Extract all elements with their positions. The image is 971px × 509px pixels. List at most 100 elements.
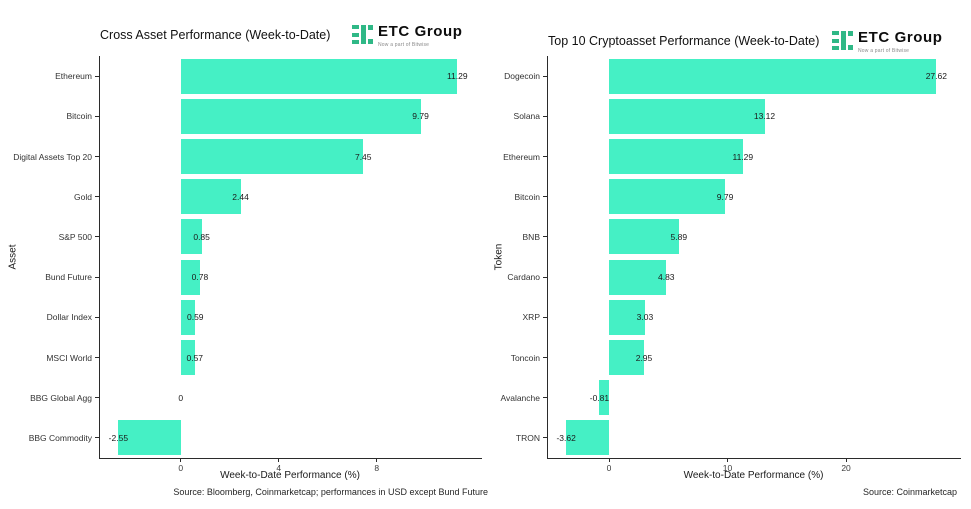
etc-group-logo-icon xyxy=(832,30,853,51)
plot-panel: 27.62 Dogecoin 13.12 Solana 11.29 Ethereum 9.7… xyxy=(500,56,961,473)
y-axis-tick xyxy=(543,156,547,157)
etc-group-logo-icon xyxy=(352,24,373,45)
category-label: MSCI World xyxy=(46,352,92,363)
bar xyxy=(566,420,610,456)
bar xyxy=(180,299,196,335)
x-axis-tick-label: 0 xyxy=(178,463,184,473)
x-axis-tick-label: 4 xyxy=(276,463,282,473)
category-label: TRON xyxy=(515,432,540,443)
value-label: 0.57 xyxy=(186,352,204,363)
logo-wordmark: ETC Group xyxy=(858,29,943,46)
bar xyxy=(609,139,743,174)
category-label: Cardano xyxy=(507,272,540,283)
x-axis-tick xyxy=(845,458,847,462)
bar xyxy=(180,58,458,94)
value-label: 0.59 xyxy=(186,312,204,323)
y-axis-tick xyxy=(95,437,99,439)
bar xyxy=(609,98,765,134)
y-axis-tick xyxy=(95,276,99,278)
etc-group-logo: ETC Group Now a part of Bitwise xyxy=(832,29,943,54)
y-axis-tick xyxy=(543,196,547,198)
y-axis-title: Token xyxy=(493,243,505,271)
y-axis-tick xyxy=(543,357,547,358)
logo-wordmark: ETC Group xyxy=(378,23,463,40)
value-label: 5.89 xyxy=(670,231,688,242)
etc-group-logo: ETC Group Now a part of Bitwise xyxy=(352,23,463,48)
category-label: Bitcoin xyxy=(66,111,92,122)
value-label: 9.79 xyxy=(412,111,429,122)
y-axis-tick xyxy=(95,236,99,238)
y-axis-tick xyxy=(95,75,99,77)
bar xyxy=(599,380,610,416)
bar xyxy=(609,259,667,295)
category-label: Ethereum xyxy=(503,151,540,162)
category-label: Gold xyxy=(74,191,92,202)
y-axis-tick xyxy=(95,156,99,157)
category-label: XRP xyxy=(522,312,540,323)
bar xyxy=(180,179,241,215)
bar xyxy=(180,219,202,255)
category-label: Toncoin xyxy=(510,352,540,363)
x-axis-title: Week-to-Date Performance (%) xyxy=(683,470,824,481)
bar xyxy=(609,58,937,94)
category-label: Ethereum xyxy=(55,71,92,82)
category-label: Avalanche xyxy=(500,392,540,403)
x-axis-tick-label: 0 xyxy=(606,463,612,473)
value-label: -2.55 xyxy=(108,432,129,443)
category-label: Bund Future xyxy=(45,272,92,283)
value-label: 4.83 xyxy=(657,272,675,283)
bar xyxy=(609,340,644,375)
source-note: Source: Coinmarketcap xyxy=(862,487,957,497)
chart-title: Top 10 Cryptoasset Performance (Week-to-… xyxy=(548,34,820,48)
value-label: -0.81 xyxy=(589,392,610,403)
category-label: BBG Commodity xyxy=(28,432,92,443)
category-label: BBG Global Agg xyxy=(30,392,92,403)
y-axis-tick xyxy=(543,75,547,77)
y-axis-tick xyxy=(95,357,99,358)
cross-asset-performance-chart: Cross Asset Performance (Week-to-Date) E… xyxy=(7,23,489,497)
y-axis-tick xyxy=(543,276,547,278)
bar xyxy=(609,179,726,215)
logo-tagline: Now a part of Bitwise xyxy=(858,47,910,54)
y-axis-tick xyxy=(95,115,99,117)
logo-tagline: Now a part of Bitwise xyxy=(378,41,430,48)
value-label: 0 xyxy=(178,392,184,403)
value-label: 11.29 xyxy=(732,151,754,162)
x-axis-tick-label: 8 xyxy=(374,463,380,473)
bar xyxy=(609,299,645,335)
y-axis-tick xyxy=(543,397,547,399)
bar xyxy=(180,98,421,134)
y-axis-tick xyxy=(543,437,547,439)
value-label: 27.62 xyxy=(925,71,947,82)
bar xyxy=(118,420,181,456)
value-label: 9.79 xyxy=(716,191,734,202)
value-label: 11.29 xyxy=(446,71,468,82)
category-label: Digital Assets Top 20 xyxy=(13,151,92,162)
y-axis-tick xyxy=(543,115,547,117)
value-label: 13.12 xyxy=(753,111,776,122)
y-axis-tick xyxy=(95,397,99,399)
x-axis-tick xyxy=(608,458,610,462)
x-axis-tick xyxy=(727,458,729,462)
y-axis-tick xyxy=(543,316,547,318)
plot-panel: 11.29 Ethereum 9.79 Bitcoin 7.45 Digital Asse… xyxy=(13,56,482,473)
x-axis-tick-label: 20 xyxy=(841,463,851,473)
chart-title: Cross Asset Performance (Week-to-Date) xyxy=(100,28,331,42)
bar xyxy=(180,259,200,295)
x-axis-tick xyxy=(376,458,378,462)
x-axis-title: Week-to-Date Performance (%) xyxy=(220,470,360,481)
value-label: 0.85 xyxy=(193,231,210,242)
value-label: 3.03 xyxy=(636,312,654,323)
value-label: 7.45 xyxy=(354,151,372,162)
bar xyxy=(180,139,364,174)
x-axis-tick xyxy=(180,458,182,462)
value-label: 0.78 xyxy=(191,272,209,283)
crypto-performance-chart: Top 10 Cryptoasset Performance (Week-to-… xyxy=(490,0,971,509)
value-label: 2.95 xyxy=(635,352,653,363)
category-label: BNB xyxy=(522,231,540,242)
x-axis-tick-label: 10 xyxy=(722,463,733,473)
y-axis-title: Asset xyxy=(7,244,19,270)
bar xyxy=(180,340,195,375)
category-label: Dogecoin xyxy=(504,71,540,82)
